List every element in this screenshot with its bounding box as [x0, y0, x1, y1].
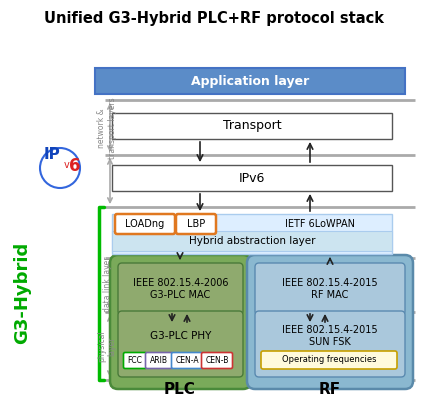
FancyBboxPatch shape	[176, 214, 216, 234]
Text: physical
layer: physical layer	[97, 330, 117, 362]
FancyBboxPatch shape	[172, 353, 202, 369]
Text: 6: 6	[69, 157, 81, 175]
FancyBboxPatch shape	[118, 263, 243, 315]
Bar	[95, 68, 405, 94]
Text: CEN-B: CEN-B	[205, 356, 229, 365]
Text: Operating frequencies: Operating frequencies	[282, 355, 376, 364]
Text: network &
transport layers: network & transport layers	[97, 97, 117, 159]
FancyBboxPatch shape	[110, 255, 251, 389]
Text: data link layer: data link layer	[103, 256, 112, 312]
Text: IEEE 802.15.4-2006
G3-PLC MAC: IEEE 802.15.4-2006 G3-PLC MAC	[133, 278, 228, 300]
Text: G3-Hybrid: G3-Hybrid	[13, 242, 31, 344]
Text: PLC: PLC	[164, 382, 196, 398]
Bar	[112, 165, 392, 191]
Text: CEN-A: CEN-A	[175, 356, 199, 365]
Text: LOADng: LOADng	[125, 219, 165, 229]
FancyBboxPatch shape	[115, 214, 175, 234]
Text: LBP: LBP	[187, 219, 205, 229]
Text: IEEE 802.15.4-2015
RF MAC: IEEE 802.15.4-2015 RF MAC	[282, 278, 378, 300]
Text: IETF 6LoWPAN: IETF 6LoWPAN	[285, 219, 355, 229]
Text: IEEE 802.15.4-2015
SUN FSK: IEEE 802.15.4-2015 SUN FSK	[282, 325, 378, 347]
Text: IP: IP	[44, 147, 61, 162]
Text: FCC: FCC	[127, 356, 142, 365]
FancyBboxPatch shape	[202, 353, 233, 369]
FancyBboxPatch shape	[124, 353, 146, 369]
FancyBboxPatch shape	[145, 353, 172, 369]
FancyBboxPatch shape	[255, 311, 405, 377]
Bar	[112, 214, 392, 254]
Text: IPv6: IPv6	[239, 171, 265, 184]
FancyBboxPatch shape	[261, 351, 397, 369]
Text: G3-PLC PHY: G3-PLC PHY	[150, 331, 211, 341]
Text: Application layer: Application layer	[191, 74, 309, 88]
Bar	[112, 113, 392, 139]
Bar	[112, 231, 392, 251]
Text: Hybrid abstraction layer: Hybrid abstraction layer	[189, 236, 315, 246]
FancyBboxPatch shape	[255, 263, 405, 315]
Text: Unified G3-Hybrid PLC+RF protocol stack: Unified G3-Hybrid PLC+RF protocol stack	[44, 11, 384, 25]
Text: RF: RF	[319, 382, 341, 398]
Text: v: v	[64, 160, 70, 170]
Text: Transport: Transport	[223, 119, 281, 133]
FancyBboxPatch shape	[247, 255, 413, 389]
FancyBboxPatch shape	[118, 311, 243, 377]
Text: ARIB: ARIB	[150, 356, 168, 365]
